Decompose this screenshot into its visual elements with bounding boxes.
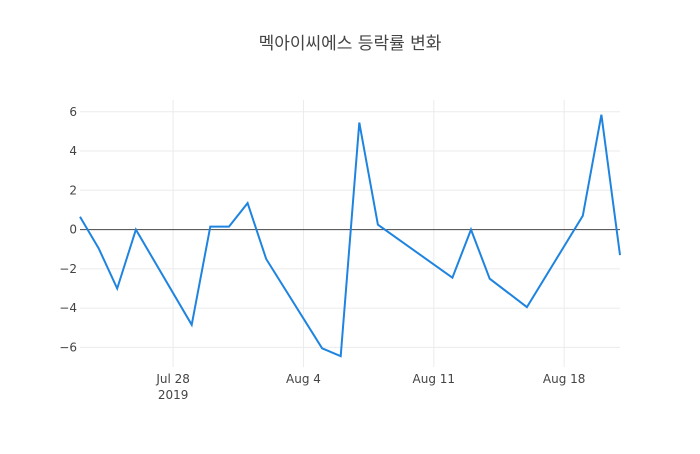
series-line	[79, 114, 621, 358]
y-tick-label: −2	[59, 262, 77, 276]
grid	[80, 100, 620, 367]
y-tick-label: −6	[59, 340, 77, 354]
y-tick-label: −4	[59, 301, 77, 315]
data-point[interactable]	[114, 285, 120, 291]
data-point[interactable]	[449, 275, 455, 281]
data-point[interactable]	[338, 353, 344, 359]
x-tick-label: Aug 18	[543, 372, 586, 386]
data-point[interactable]	[189, 322, 195, 328]
chart-title: 멕아이씨에스 등락률 변화	[259, 34, 442, 54]
data-point[interactable]	[319, 345, 325, 351]
data-point[interactable]	[375, 222, 381, 228]
data-point[interactable]	[133, 227, 139, 233]
data-point[interactable]	[356, 120, 362, 126]
data-point[interactable]	[77, 214, 83, 220]
data-point[interactable]	[263, 256, 269, 262]
data-point[interactable]	[524, 304, 530, 310]
data-point[interactable]	[580, 213, 586, 219]
data-point[interactable]	[487, 276, 493, 282]
x-tick-sublabel: 2019	[158, 388, 189, 402]
data-point[interactable]	[207, 224, 213, 230]
data-point[interactable]	[468, 227, 474, 233]
data-point[interactable]	[96, 245, 102, 251]
x-tick-label: Aug 4	[286, 372, 321, 386]
y-tick-label: 6	[69, 105, 77, 119]
data-point[interactable]	[617, 252, 623, 258]
data-point[interactable]	[245, 200, 251, 206]
series	[77, 112, 623, 359]
axes: 6 4 2 0 −2 −4 −6 Jul 28 2019 Aug 4 Aug 11 Aug 18	[59, 105, 585, 402]
data-point[interactable]	[226, 224, 232, 230]
y-tick-label: 4	[69, 144, 77, 158]
x-tick-label: Jul 28	[155, 372, 190, 386]
y-tick-label: 0	[69, 223, 77, 237]
y-tick-label: 2	[69, 183, 77, 197]
data-point[interactable]	[598, 112, 604, 118]
x-tick-label: Aug 11	[413, 372, 456, 386]
